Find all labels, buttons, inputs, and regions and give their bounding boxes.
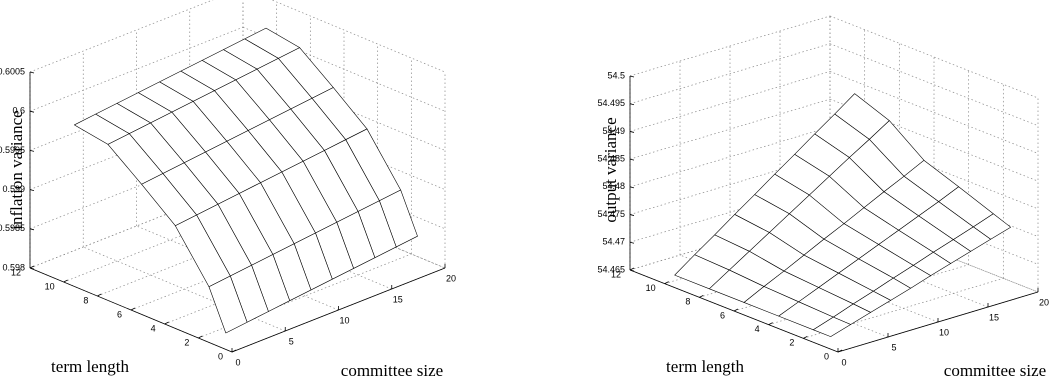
grid-line — [829, 71, 1039, 154]
x-tick-label: 5 — [289, 336, 294, 346]
z-tick — [629, 269, 635, 272]
x-axis-label: committee size — [341, 361, 443, 380]
z-tick — [29, 110, 35, 113]
x-axis-label: committee size — [944, 361, 1046, 380]
grid-line — [829, 43, 1039, 127]
y-tick — [629, 267, 635, 271]
y-tick — [699, 294, 704, 298]
surface-patch — [208, 275, 248, 334]
grid-line — [629, 98, 831, 160]
z-tick — [629, 241, 635, 244]
y-tick-label: 12 — [611, 269, 621, 279]
grid-line — [629, 71, 831, 132]
z-tick — [29, 150, 35, 152]
y-tick — [97, 293, 102, 297]
y-tick — [63, 279, 68, 283]
z-tick-label: 0.5995 — [0, 145, 25, 155]
y-tick-label: 6 — [117, 309, 122, 319]
x-tick-label: 10 — [339, 315, 349, 325]
z-axis-label: inflation variance — [7, 110, 26, 229]
z-tick-label: 0.6 — [12, 106, 25, 116]
x-tick-label: 0 — [235, 357, 240, 367]
grid-line — [629, 15, 831, 77]
z-tick — [29, 189, 35, 191]
z-tick-label: 0.6005 — [0, 66, 25, 76]
y-tick — [164, 321, 169, 325]
y-tick — [29, 265, 35, 269]
grid-line — [629, 43, 831, 105]
z-tick-label: 54.5 — [607, 70, 625, 80]
y-tick-label: 8 — [685, 297, 690, 307]
y-tick — [198, 335, 203, 339]
z-tick — [629, 186, 635, 189]
x-tick-label: 0 — [841, 357, 846, 367]
z-tick — [629, 75, 635, 78]
y-tick — [803, 335, 808, 339]
z-tick — [629, 131, 635, 133]
y-tick-label: 0 — [824, 351, 829, 361]
grid-line — [270, 0, 446, 73]
z-tick-label: 54.495 — [597, 98, 625, 108]
z-tick — [29, 267, 35, 270]
z-tick — [29, 71, 35, 74]
grid-line — [629, 126, 831, 188]
grid-line — [629, 181, 831, 243]
z-tick-label: 54.465 — [597, 264, 625, 274]
x-tick-label: 10 — [939, 327, 949, 337]
y-tick-label: 4 — [151, 323, 156, 333]
z-tick-label: 54.47 — [602, 237, 625, 247]
grid-line — [629, 154, 831, 215]
y-tick-label: 8 — [83, 295, 88, 305]
z-tick-label: 54.475 — [597, 209, 625, 219]
z-tick — [629, 214, 635, 216]
z-tick-label: 54.48 — [602, 181, 625, 191]
z-axis-label: output variance — [601, 117, 620, 222]
y-axis-label: term length — [666, 357, 744, 376]
y-tick-label: 4 — [755, 324, 760, 334]
y-tick-label: 2 — [789, 338, 794, 348]
x-tick-label: 20 — [1039, 297, 1049, 307]
y-tick — [231, 349, 237, 353]
surface-patch — [813, 316, 851, 337]
z-tick-label: 0.598 — [2, 262, 25, 272]
x-tick-label: 15 — [393, 294, 403, 304]
z-tick-label: 54.485 — [597, 154, 625, 164]
z-tick-label: 0.599 — [2, 184, 25, 194]
y-tick-label: 0 — [218, 351, 223, 361]
x-tick-label: 15 — [989, 312, 999, 322]
z-tick-label: 0.5985 — [0, 223, 25, 233]
x-tick-label: 5 — [891, 342, 896, 352]
x-tick-label: 20 — [446, 273, 456, 283]
y-axis-label: term length — [51, 357, 129, 376]
y-tick-label: 10 — [45, 281, 55, 291]
y-tick — [837, 349, 843, 353]
y-tick-label: 12 — [11, 267, 21, 277]
grid-line — [803, 277, 1004, 339]
y-tick — [733, 308, 739, 312]
y-tick-label: 2 — [184, 337, 189, 347]
grid-line — [829, 15, 1039, 99]
y-tick-label: 10 — [646, 283, 656, 293]
z-tick — [629, 158, 635, 161]
z-tick — [629, 103, 635, 106]
z-tick — [29, 228, 35, 231]
y-tick — [130, 307, 136, 311]
z-tick-label: 54.49 — [602, 126, 625, 136]
y-tick — [664, 281, 669, 285]
y-tick — [768, 322, 773, 326]
y-tick-label: 6 — [720, 310, 725, 320]
